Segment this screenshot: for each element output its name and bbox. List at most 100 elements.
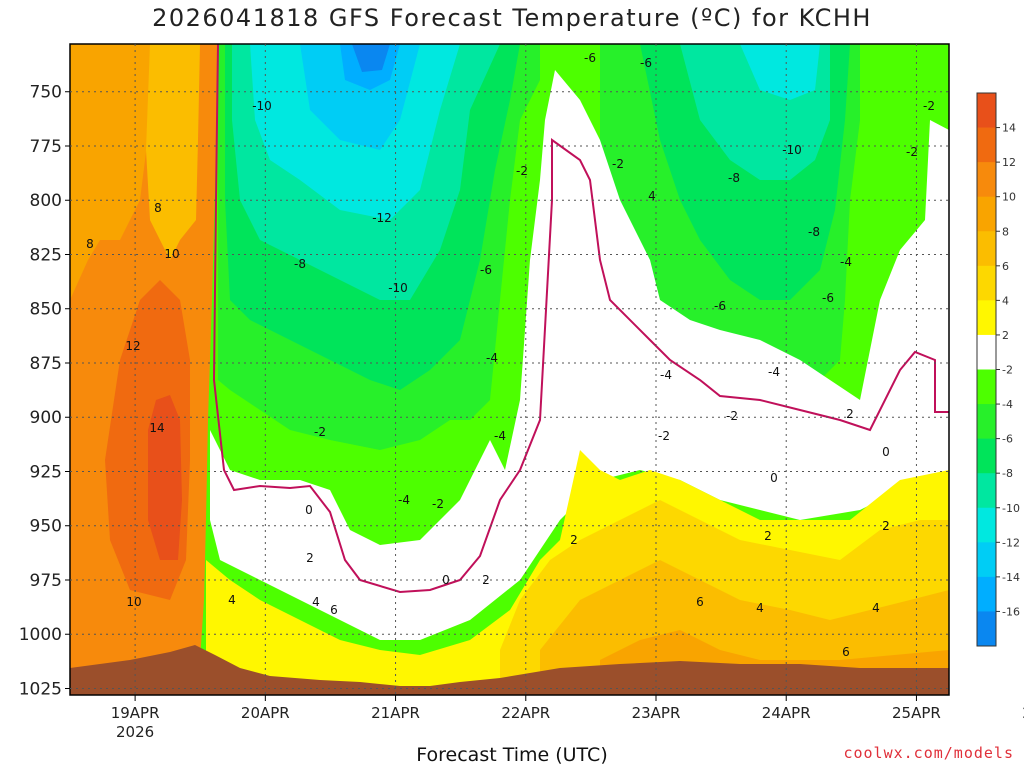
colorbar-bin [977,162,996,198]
y-tick-label: 775 [30,137,62,157]
contour-label: 2 [482,573,490,587]
chart-title: 2026041818 GFS Forecast Temperature (ºC)… [152,4,872,32]
contour-label: -2 [906,145,918,159]
contour-label: 12 [125,339,140,353]
colorbar-bin [977,507,996,543]
x-tick-label: 22APR [501,704,550,722]
y-tick-label: 950 [30,517,62,537]
contour-label: -6 [584,51,596,65]
contour-label: -2 [516,164,528,178]
y-tick-label: 925 [30,462,62,482]
colorbar-tick-label: -4 [1002,398,1013,411]
colorbar-tick-label: 2 [1002,329,1009,342]
contour-label: 2 [764,529,772,543]
contour-label: 4 [228,593,236,607]
contour-label: 0 [882,445,890,459]
contour-label: 8 [154,201,162,215]
colorbar-bin [977,542,996,578]
colorbar-tick-label: 14 [1002,122,1016,135]
contour-label: -4 [486,351,498,365]
x-tick-sublabel: 2026 [116,723,154,741]
contour-label: 10 [126,595,141,609]
x-tick-label: 26APR [1022,704,1024,722]
colorbar-bin [977,576,996,612]
y-tick-label: 850 [30,300,62,320]
y-tick-label: 1025 [19,679,62,699]
contour-label: -4 [398,493,410,507]
colorbar-bin [977,334,996,370]
contour-label: 0 [305,503,313,517]
y-tick-label: 875 [30,354,62,374]
credit-text: coolwx.com/models [843,744,1014,762]
colorbar-tick-label: -8 [1002,467,1013,480]
contour-label: -10 [388,281,408,295]
contour-label: 0 [770,471,778,485]
contour-label: -4 [660,368,672,382]
y-tick-label: 900 [30,408,62,428]
y-tick-label: 975 [30,571,62,591]
contour-label: -2 [726,409,738,423]
y-tick-label: 1000 [19,625,62,645]
y-tick-label: 750 [30,83,62,103]
contour-label: 6 [842,645,850,659]
contour-label: 4 [872,601,880,615]
colorbar-tick-label: -2 [1002,364,1013,377]
x-tick-label: 23APR [632,704,681,722]
contour-label: 4 [756,601,764,615]
contour-label: -10 [782,143,802,157]
contour-label: 2 [306,551,314,565]
colorbar-bin [977,473,996,509]
x-tick-label: 24APR [762,704,811,722]
contour-label: 4 [648,189,656,203]
contour-label: -4 [494,429,506,443]
contour-label: -6 [640,56,652,70]
contour-label: 2 [882,519,890,533]
colorbar-tick-label: 4 [1002,294,1009,307]
contour-label: -4 [840,255,852,269]
contour-label: -6 [822,291,834,305]
contour-label: 0 [442,573,450,587]
x-axis-title: Forecast Time (UTC) [416,744,608,766]
contour-label: 10 [164,247,179,261]
x-tick-label: 25APR [892,704,941,722]
contour-label: -2 [658,429,670,443]
colorbar-tick-label: -6 [1002,433,1013,446]
contour-label: -2 [432,497,444,511]
contour-label: -6 [480,263,492,277]
y-tick-label: 825 [30,245,62,265]
colorbar-bin [977,93,996,129]
contour-label: 2 [570,533,578,547]
contour-label: -12 [372,211,392,225]
y-tick-label: 800 [30,191,62,211]
colorbar-bin [977,265,996,301]
plot-frame [69,43,950,696]
contour-label: 14 [149,421,164,435]
contour-label: 2 [846,407,854,421]
colorbar: 14 12 10 8 6 4 2 -2 -4 -6 -8 -10 -12 -14 -16 [976,92,1020,647]
colorbar-bin [977,404,996,440]
colorbar-bin [977,231,996,267]
colorbar-tick-label: 12 [1002,156,1016,169]
colorbar-bin [977,300,996,336]
colorbar-tick-label: 6 [1002,260,1009,273]
colorbar-bin [977,369,996,405]
contour-label: -2 [923,99,935,113]
x-tick-label: 19APR [111,704,160,722]
contour-label: -2 [314,425,326,439]
colorbar-bin [977,127,996,163]
colorbar-tick-label: -14 [1002,571,1020,584]
contour-label: -10 [252,99,272,113]
contour-label: 4 [312,595,320,609]
contour-label: -6 [714,299,726,313]
x-tick-label: 20APR [241,704,290,722]
colorbar-tick-label: -10 [1002,502,1020,515]
colorbar-tick-label: 8 [1002,225,1009,238]
contour-label: -4 [768,365,780,379]
colorbar-tick-label: 10 [1002,191,1016,204]
colorbar-tick-label: -12 [1002,536,1020,549]
contour-label: 6 [696,595,704,609]
x-tick-label: 21APR [371,704,420,722]
contour-label: 6 [330,603,338,617]
colorbar-tick-label: -16 [1002,605,1020,618]
colorbar-bin [977,611,996,647]
